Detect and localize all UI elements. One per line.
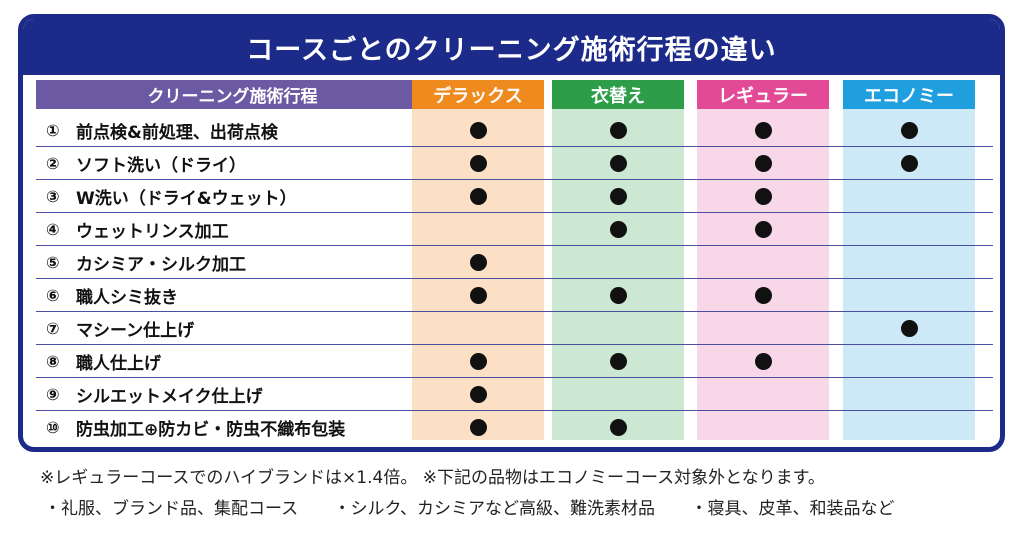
included-mark-2 xyxy=(609,155,627,172)
process-label: ⑩ 防虫加工⊕防カビ・防虫不織布包装 xyxy=(46,411,436,444)
process-label: ⑦ マシーン仕上げ xyxy=(46,312,436,345)
process-row: ⑥ 職人シミ抜き xyxy=(36,279,993,312)
excluded-item-2: ・シルク、カシミアなど高級、難洗素材品 xyxy=(333,499,656,519)
included-mark-2 xyxy=(609,188,627,205)
note-line-1: ※レギュラーコースでのハイブランドは×1.4倍。 ※下記の品物はエコノミーコース… xyxy=(40,468,825,488)
process-number: ③ xyxy=(46,187,60,206)
included-mark-2 xyxy=(609,221,627,238)
included-mark-1 xyxy=(469,419,487,436)
process-row: ⑤ カシミア・シルク加工 xyxy=(36,246,993,279)
process-label: ③ W洗い（ドライ&ウェット） xyxy=(46,180,436,213)
process-name: カシミア・シルク加工 xyxy=(76,255,246,275)
process-number: ② xyxy=(46,154,60,173)
included-mark-3 xyxy=(754,155,772,172)
included-mark-1 xyxy=(469,155,487,172)
included-mark-2 xyxy=(609,353,627,370)
process-row: ② ソフト洗い（ドライ） xyxy=(36,147,993,180)
process-name: マシーン仕上げ xyxy=(76,321,195,341)
included-mark-3 xyxy=(754,353,772,370)
process-rows: ① 前点検&前処理、出荷点検 ② ソフト洗い（ドライ） ③ W洗い（ドライ&ウェット） ④ ウ… xyxy=(36,114,993,444)
course-header-3: レギュラー xyxy=(697,80,829,109)
process-number: ⑦ xyxy=(46,319,60,338)
process-number: ⑤ xyxy=(46,253,60,272)
included-mark-3 xyxy=(754,221,772,238)
process-label: ① 前点検&前処理、出荷点検 xyxy=(46,114,436,147)
process-label: ⑨ シルエットメイク仕上げ xyxy=(46,378,436,411)
process-row: ③ W洗い（ドライ&ウェット） xyxy=(36,180,993,213)
included-mark-1 xyxy=(469,122,487,139)
process-number: ⑧ xyxy=(46,352,60,371)
process-label: ⑧ 職人仕上げ xyxy=(46,345,436,378)
included-mark-4 xyxy=(900,320,918,337)
process-number: ① xyxy=(46,121,60,140)
course-header-2: 衣替え xyxy=(552,80,684,109)
process-name: 前点検&前処理、出荷点検 xyxy=(76,123,278,143)
process-name: ウェットリンス加工 xyxy=(76,222,229,242)
comparison-table-frame: コースごとのクリーニング施術行程の違い クリーニング施術行程 デラックス 衣替えレ… xyxy=(18,14,1005,452)
process-name: 職人シミ抜き xyxy=(76,288,178,308)
included-mark-2 xyxy=(609,419,627,436)
process-number: ④ xyxy=(46,220,60,239)
process-row: ⑦ マシーン仕上げ xyxy=(36,312,993,345)
process-row: ⑨ シルエットメイク仕上げ xyxy=(36,378,993,411)
course-header-1: デラックス xyxy=(412,80,544,109)
included-mark-4 xyxy=(900,122,918,139)
note-line-2: ・礼服、ブランド品、集配コース ・シルク、カシミアなど高級、難洗素材品 ・寝具、… xyxy=(44,494,924,519)
process-name: W洗い（ドライ&ウェット） xyxy=(76,189,297,209)
included-mark-2 xyxy=(609,122,627,139)
included-mark-1 xyxy=(469,353,487,370)
excluded-item-1: ・礼服、ブランド品、集配コース xyxy=(44,499,299,519)
table-title: コースごとのクリーニング施術行程の違い xyxy=(23,19,1000,75)
process-name: 職人仕上げ xyxy=(76,354,161,374)
process-label: ⑥ 職人シミ抜き xyxy=(46,279,436,312)
process-name: シルエットメイク仕上げ xyxy=(76,387,263,407)
process-column-header: クリーニング施術行程 xyxy=(36,80,429,109)
process-row: ① 前点検&前処理、出荷点検 xyxy=(36,114,993,147)
included-mark-2 xyxy=(609,287,627,304)
process-row: ⑩ 防虫加工⊕防カビ・防虫不織布包装 xyxy=(36,411,993,444)
included-mark-4 xyxy=(900,155,918,172)
process-row: ⑧ 職人仕上げ xyxy=(36,345,993,378)
included-mark-3 xyxy=(754,287,772,304)
course-header-4: エコノミー xyxy=(843,80,975,109)
process-label: ② ソフト洗い（ドライ） xyxy=(46,147,436,180)
included-mark-3 xyxy=(754,122,772,139)
process-row: ④ ウェットリンス加工 xyxy=(36,213,993,246)
included-mark-1 xyxy=(469,188,487,205)
included-mark-3 xyxy=(754,188,772,205)
excluded-item-3: ・寝具、皮革、和装品など xyxy=(690,499,895,519)
process-label: ⑤ カシミア・シルク加工 xyxy=(46,246,436,279)
process-name: ソフト洗い（ドライ） xyxy=(76,156,246,176)
included-mark-1 xyxy=(469,254,487,271)
process-label: ④ ウェットリンス加工 xyxy=(46,213,436,246)
included-mark-1 xyxy=(469,287,487,304)
process-name: 防虫加工⊕防カビ・防虫不織布包装 xyxy=(76,420,346,440)
included-mark-1 xyxy=(469,386,487,403)
process-number: ⑥ xyxy=(46,286,60,305)
process-number: ⑨ xyxy=(46,385,60,404)
process-number: ⑩ xyxy=(46,418,60,437)
